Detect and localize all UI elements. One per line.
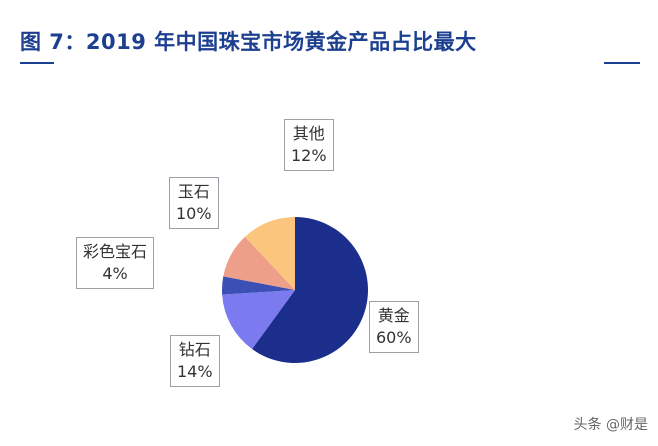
slice-label-gold: 黄金 60% bbox=[369, 301, 419, 353]
title-underline-right bbox=[604, 62, 640, 64]
slice-percent: 12% bbox=[291, 146, 327, 165]
slice-label-jade: 玉石 10% bbox=[169, 177, 219, 229]
watermark: 头条 @财是 bbox=[573, 417, 648, 433]
chart-title: 图 7：2019 年中国珠宝市场黄金产品占比最大 bbox=[20, 30, 477, 54]
pie-slice-4 bbox=[245, 217, 295, 290]
slice-percent: 60% bbox=[376, 328, 412, 347]
pie-slice-3 bbox=[223, 236, 295, 290]
slice-percent: 10% bbox=[176, 204, 212, 223]
pie-slice-0 bbox=[252, 217, 368, 363]
title-underline-left bbox=[20, 62, 54, 64]
slice-name: 彩色宝石 bbox=[83, 242, 148, 261]
slice-name: 钻石 bbox=[178, 340, 211, 359]
slice-label-colored-gem: 彩色宝石 4% bbox=[76, 237, 155, 289]
slice-label-other: 其他 12% bbox=[284, 119, 334, 171]
slice-label-diamond: 钻石 14% bbox=[170, 335, 220, 387]
slice-name: 黄金 bbox=[377, 306, 410, 325]
slice-name: 玉石 bbox=[177, 182, 210, 201]
pie-slice-1 bbox=[222, 290, 295, 350]
slice-percent: 4% bbox=[102, 264, 128, 283]
pie-slice-2 bbox=[221, 276, 295, 295]
slice-percent: 14% bbox=[177, 362, 213, 381]
slice-name: 其他 bbox=[292, 124, 325, 143]
